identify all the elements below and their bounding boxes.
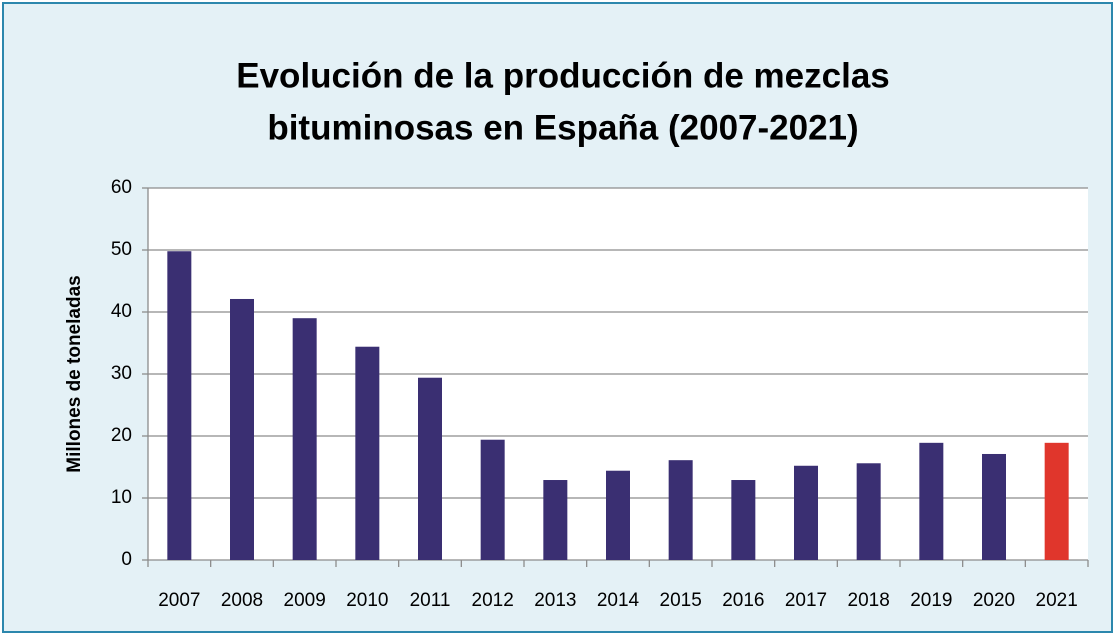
x-tick-label: 2011 [410,590,451,611]
bar [480,439,505,560]
bar [982,453,1006,560]
y-tick-label: 0 [121,549,132,570]
bar [606,470,630,560]
x-tick-label: 2012 [472,590,514,611]
bar [418,377,442,560]
bar [292,318,317,560]
x-tick-label: 2021 [1036,590,1078,611]
x-tick-label: 2018 [848,590,890,611]
x-tick-label: 2013 [534,590,576,611]
bar [167,251,192,561]
x-tick-label: 2014 [597,590,640,611]
y-tick-label: 50 [111,239,132,260]
y-tick-label: 10 [111,487,132,508]
y-tick-label: 40 [111,301,132,322]
bar [919,442,944,560]
bar [1044,442,1069,560]
bar [856,463,881,560]
bar [794,465,818,560]
y-axis-label: Millones de toneladas [64,275,85,472]
x-tick-label: 2015 [660,590,702,611]
x-tick-label: 2019 [910,590,952,611]
bar [731,480,756,560]
x-tick-label: 2007 [158,590,200,611]
bar [543,480,568,560]
x-tick-label: 2016 [722,590,764,611]
y-tick-label: 30 [111,363,132,384]
y-tick-label: 20 [111,425,132,446]
y-tick-label: 60 [111,177,132,198]
x-tick-label: 2010 [346,590,388,611]
bar [668,460,693,560]
chart-title: bituminosas en España (2007-2021) [267,108,858,147]
x-tick-label: 2017 [785,590,827,611]
x-tick-label: 2009 [284,590,326,611]
bar [355,346,380,560]
x-tick-label: 2020 [973,590,1015,611]
bar [230,298,254,560]
chart-title: Evolución de la producción de mezclas [236,56,890,95]
x-tick-label: 2008 [221,590,263,611]
